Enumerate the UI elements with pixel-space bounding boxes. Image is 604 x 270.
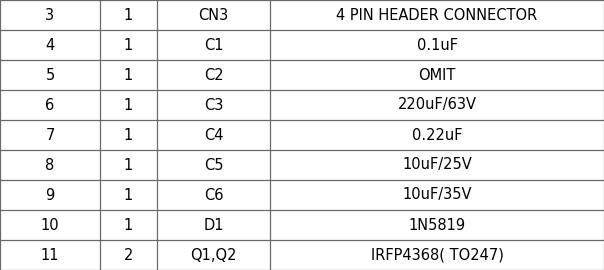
Text: C6: C6 — [204, 187, 223, 202]
Text: 1: 1 — [124, 157, 133, 173]
Text: 1: 1 — [124, 68, 133, 83]
Text: 10uF/25V: 10uF/25V — [402, 157, 472, 173]
Text: 1N5819: 1N5819 — [408, 218, 466, 232]
Text: 10: 10 — [40, 218, 59, 232]
Text: IRFP4368( TO247): IRFP4368( TO247) — [371, 248, 504, 262]
Text: C4: C4 — [204, 127, 223, 143]
Text: 0.22uF: 0.22uF — [412, 127, 462, 143]
Text: OMIT: OMIT — [419, 68, 455, 83]
Text: C3: C3 — [204, 97, 223, 113]
Text: C1: C1 — [204, 38, 223, 52]
Text: C2: C2 — [204, 68, 223, 83]
Text: 8: 8 — [45, 157, 54, 173]
Text: 0.1uF: 0.1uF — [417, 38, 457, 52]
Text: D1: D1 — [204, 218, 223, 232]
Text: 1: 1 — [124, 127, 133, 143]
Text: 1: 1 — [124, 8, 133, 22]
Text: 1: 1 — [124, 218, 133, 232]
Text: 7: 7 — [45, 127, 55, 143]
Text: 6: 6 — [45, 97, 54, 113]
Text: 3: 3 — [45, 8, 54, 22]
Text: 10uF/35V: 10uF/35V — [402, 187, 472, 202]
Text: 1: 1 — [124, 97, 133, 113]
Text: 220uF/63V: 220uF/63V — [397, 97, 477, 113]
Text: 2: 2 — [124, 248, 133, 262]
Text: CN3: CN3 — [198, 8, 229, 22]
Text: 9: 9 — [45, 187, 54, 202]
Text: Q1,Q2: Q1,Q2 — [190, 248, 237, 262]
Text: 1: 1 — [124, 187, 133, 202]
Text: 5: 5 — [45, 68, 54, 83]
Text: 4 PIN HEADER CONNECTOR: 4 PIN HEADER CONNECTOR — [336, 8, 538, 22]
Text: 11: 11 — [40, 248, 59, 262]
Text: 1: 1 — [124, 38, 133, 52]
Text: C5: C5 — [204, 157, 223, 173]
Text: 4: 4 — [45, 38, 54, 52]
